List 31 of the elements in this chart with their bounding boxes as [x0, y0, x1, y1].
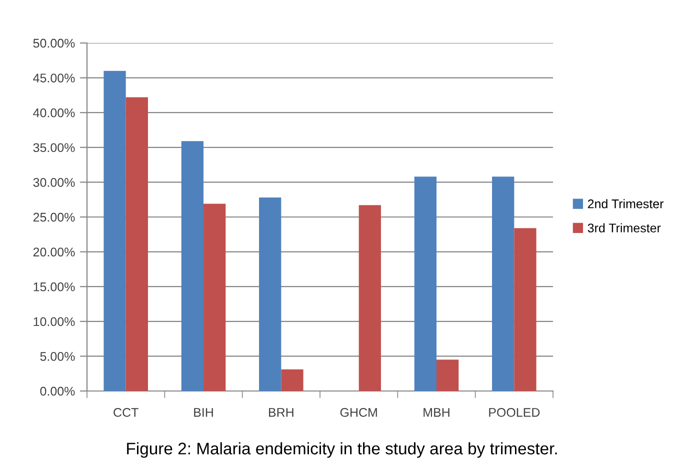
bar	[281, 369, 304, 391]
y-tick-label: 25.00%	[33, 212, 75, 222]
y-tick-label: 30.00%	[33, 178, 75, 187]
bar	[204, 204, 226, 391]
y-tick-label: 15.00%	[34, 282, 75, 292]
y-tick-label: 40.00%	[33, 108, 75, 118]
x-tick-label: CCT	[114, 408, 138, 417]
bar	[514, 228, 536, 391]
x-tick-label: GHCM	[340, 408, 377, 417]
y-tick-label: 10.00%	[34, 317, 75, 326]
bar	[104, 70, 126, 391]
bar	[414, 176, 436, 391]
bar	[259, 198, 282, 391]
y-tick-label: 45.00%	[33, 74, 75, 82]
y-tick-label: 50.00%	[33, 38, 75, 48]
bar	[181, 141, 204, 391]
legend-label: 3rd Trimester	[588, 223, 661, 232]
y-tick-label: 20.00%	[33, 248, 75, 256]
y-tick-label: 35.00%	[33, 143, 75, 152]
x-tick-label: MBH	[424, 408, 450, 417]
bar	[492, 176, 514, 391]
bar	[358, 205, 381, 391]
x-tick-label: BIH	[194, 408, 213, 417]
bar	[126, 97, 148, 391]
x-tick-label: BRH	[268, 408, 294, 417]
y-tick-label: 0.00%	[40, 386, 75, 396]
caption: Figure 2: Malaria endemicity in the study area by trimester.	[127, 442, 557, 458]
y-tick-label: 5.00%	[40, 352, 75, 361]
x-tick-label: POOLED	[489, 408, 540, 417]
bar	[436, 360, 459, 391]
legend-label: 2nd Trimester	[588, 199, 664, 208]
